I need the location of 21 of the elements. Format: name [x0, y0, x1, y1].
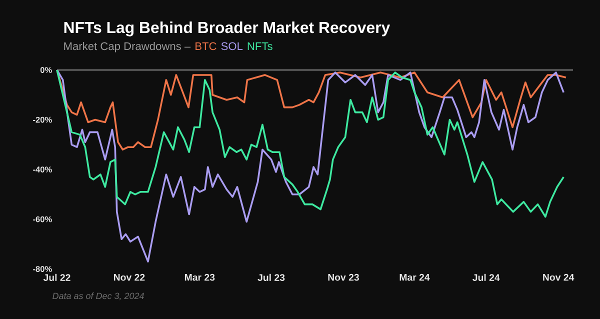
x-tick-label: Jul 22	[43, 274, 70, 281]
y-tick-label: 0%	[40, 67, 52, 73]
text: NFTs	[248, 42, 272, 50]
x-tick-label: Nov 24	[543, 274, 574, 281]
y-tick-label: -80%	[33, 266, 52, 272]
y-tick-label: -60%	[33, 216, 52, 222]
text: Data as of Dec 3, 2024	[52, 292, 144, 300]
y-tick-label: -40%	[33, 166, 52, 172]
line-series	[56, 69, 565, 218]
x-tick-label: Jul 24	[472, 274, 500, 281]
line-series	[56, 69, 565, 262]
y-tick-label: -20%	[33, 116, 52, 123]
text: BTC	[196, 42, 216, 50]
text: SOL	[221, 42, 243, 50]
x-tick-label: Nov 22	[114, 274, 145, 281]
x-tick-label: Mar 24	[400, 274, 430, 281]
chart-title: NFTs Lag Behind Broader Market Recovery	[64, 21, 390, 36]
x-tick-label: Mar 23	[184, 274, 215, 281]
chart-subtitle: Market Cap Drawdowns –	[64, 42, 191, 52]
x-tick-label: Nov 23	[328, 274, 359, 281]
x-tick-label: Jul 23	[258, 274, 285, 282]
